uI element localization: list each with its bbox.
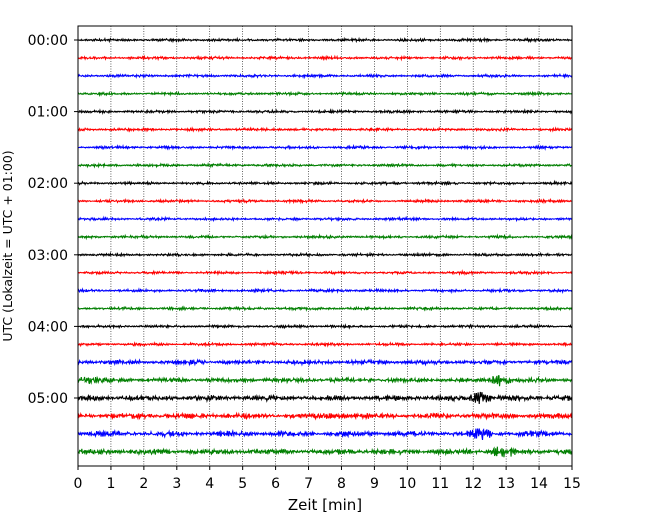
trace-line-0	[77, 36, 573, 44]
trace-line-22	[77, 428, 573, 440]
trace-line-9	[77, 197, 573, 205]
trace-line-7	[77, 161, 573, 169]
x-tick-label: 11	[431, 476, 449, 492]
trace-line-20	[77, 391, 573, 404]
trace-line-1	[77, 54, 573, 62]
y-tick-label: 00:00	[28, 33, 68, 49]
trace-line-21	[77, 411, 573, 421]
x-tick-label: 15	[563, 476, 581, 492]
trace-line-17	[77, 341, 573, 348]
x-tick-label: 6	[271, 476, 280, 492]
x-tick-label: 1	[106, 476, 115, 492]
trace-line-5	[77, 126, 573, 133]
trace-line-18	[77, 358, 573, 367]
x-axis-label: Zeit [min]	[288, 496, 362, 514]
x-tick-label: 4	[205, 476, 214, 492]
trace-line-23	[77, 446, 573, 458]
trace-line-6	[77, 143, 573, 151]
trace-line-3	[77, 90, 573, 98]
trace-line-10	[77, 215, 573, 223]
trace-line-2	[77, 72, 573, 80]
trace-line-12	[77, 251, 573, 259]
trace-group	[77, 36, 573, 458]
y-tick-label: 03:00	[28, 248, 68, 264]
x-tick-label: 2	[139, 476, 148, 492]
trace-line-8	[77, 179, 573, 187]
x-tick-label: 8	[337, 476, 346, 492]
trace-line-13	[77, 269, 573, 277]
trace-line-16	[77, 323, 573, 330]
trace-line-14	[77, 287, 573, 295]
y-tick-label: 05:00	[28, 391, 68, 407]
x-tick-label: 0	[74, 476, 83, 492]
y-tick-label: 02:00	[28, 176, 68, 192]
x-tick-label: 13	[497, 476, 515, 492]
x-tick-label: 10	[398, 476, 416, 492]
x-axis-ticks: 0 1 2 3 4 5 6 7 8 9 10 11 12 13 14 15	[74, 466, 581, 492]
x-tick-label: 3	[172, 476, 181, 492]
x-tick-label: 9	[370, 476, 379, 492]
x-tick-label: 7	[304, 476, 313, 492]
y-axis-ticks: 00:00 01:00 02:00 03:00 04:00 05:00	[28, 33, 78, 407]
x-tick-label: 14	[530, 476, 548, 492]
trace-line-19	[77, 375, 573, 387]
grid-lines	[110, 26, 540, 466]
y-axis-label: UTC (Lokalzeit = UTC + 01:00)	[0, 150, 15, 341]
x-tick-label: 5	[238, 476, 247, 492]
trace-line-11	[77, 233, 573, 241]
plot-frame	[77, 25, 573, 467]
trace-line-15	[77, 305, 573, 312]
y-tick-label: 04:00	[28, 319, 68, 335]
trace-line-4	[77, 108, 573, 115]
y-tick-label: 01:00	[28, 105, 68, 121]
x-tick-label: 12	[464, 476, 482, 492]
